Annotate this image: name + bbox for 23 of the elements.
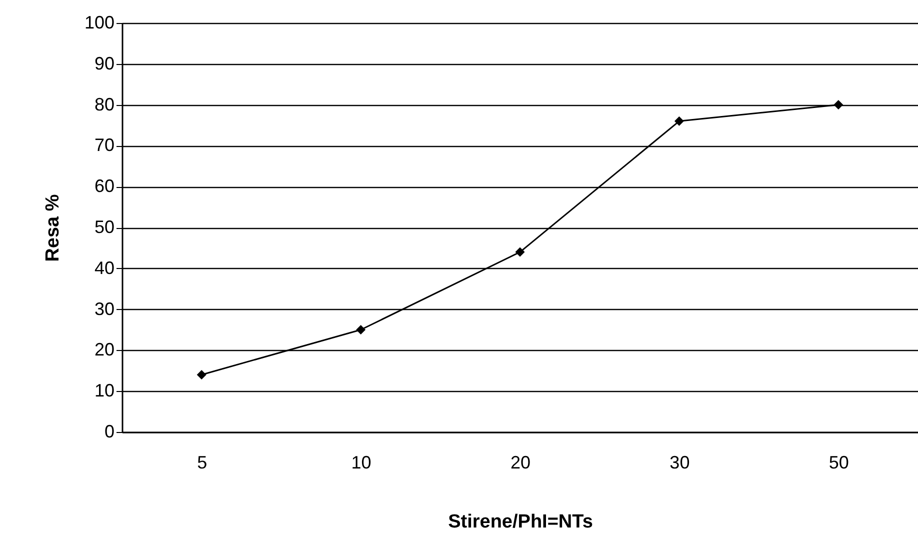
x-tick-label: 50	[828, 452, 849, 472]
y-tick-label: 10	[94, 380, 114, 401]
point	[515, 247, 525, 257]
y-tick-label: 90	[94, 53, 114, 74]
x-tick-label: 20	[510, 452, 531, 472]
y-tick-label: 60	[94, 176, 114, 196]
y-tick-label: 100	[84, 12, 114, 32]
point	[356, 325, 366, 334]
y-tick-label: 0	[104, 422, 114, 442]
x-tick-label: 10	[351, 452, 372, 472]
y-tick-label: 50	[94, 217, 114, 237]
y-axis-title: Resa %	[42, 194, 64, 262]
point	[196, 370, 206, 380]
x-tick-label: 5	[197, 452, 208, 472]
y-tick-label: 70	[94, 135, 114, 156]
point	[674, 116, 684, 126]
y-tick-label: 40	[94, 258, 114, 278]
x-tick-label: 30	[670, 452, 690, 472]
y-tick-label: 20	[94, 340, 114, 360]
y-tick-label: 80	[94, 94, 114, 114]
x-axis-title: Stirene/PhI=NTs	[448, 512, 593, 532]
y-tick-label: 30	[94, 298, 114, 319]
point	[834, 100, 844, 110]
